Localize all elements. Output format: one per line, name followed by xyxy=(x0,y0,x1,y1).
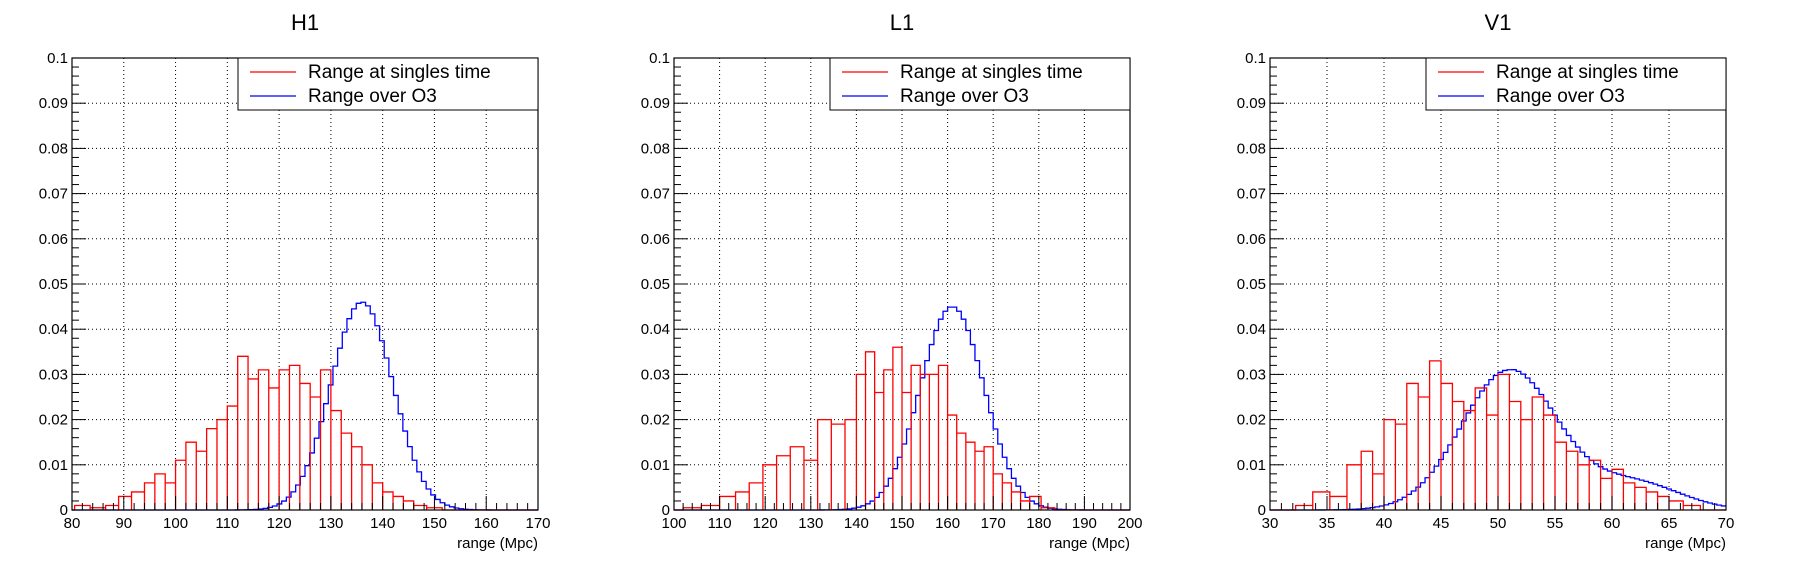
y-tick-label: 0.08 xyxy=(39,140,68,157)
x-tick-label: 35 xyxy=(1319,515,1336,532)
x-axis-label: range (Mpc) xyxy=(457,535,538,552)
y-tick-label: 0.05 xyxy=(1237,276,1266,293)
y-tick-label: 0.07 xyxy=(641,186,670,203)
legend-entry-range-over-o3: Range over O3 xyxy=(1496,86,1625,107)
x-tick-label: 120 xyxy=(753,515,778,532)
y-tick-label: 0.05 xyxy=(641,276,670,293)
x-tick-label: 70 xyxy=(1718,515,1735,532)
chart-title: H1 xyxy=(291,10,319,35)
y-tick-label: 0.06 xyxy=(1237,231,1266,248)
y-tick-label: 0.09 xyxy=(641,95,670,112)
x-tick-label: 110 xyxy=(215,515,239,532)
x-axis-label: range (Mpc) xyxy=(1645,535,1726,552)
x-tick-label: 40 xyxy=(1376,515,1393,532)
legend-entry-range-over-o3: Range over O3 xyxy=(900,86,1029,107)
x-axis-label: range (Mpc) xyxy=(1049,535,1130,552)
legend-box xyxy=(1425,57,1727,111)
x-tick-label: 180 xyxy=(1026,515,1051,532)
chart-title: L1 xyxy=(890,10,914,35)
legend: Range at singles time Range over O3 xyxy=(829,57,1131,111)
x-tick-label: 200 xyxy=(1117,515,1142,532)
x-tick-label: 170 xyxy=(981,515,1006,532)
x-tick-label: 45 xyxy=(1433,515,1450,532)
x-tick-label: 80 xyxy=(64,515,81,532)
x-tick-label: 160 xyxy=(935,515,960,532)
y-tick-label: 0.01 xyxy=(39,457,68,474)
y-tick-label: 0.08 xyxy=(641,140,670,157)
y-tick-label: 0.03 xyxy=(1237,366,1266,383)
legend-box xyxy=(829,57,1131,111)
y-tick-label: 0 xyxy=(1258,502,1266,519)
y-tick-label: 0.04 xyxy=(39,321,68,338)
y-tick-label: 0 xyxy=(60,502,68,519)
x-tick-label: 160 xyxy=(474,515,499,532)
x-tick-label: 90 xyxy=(115,515,132,532)
y-tick-label: 0.06 xyxy=(641,231,670,248)
chart-panel-h1: 80 90 100 110 120 130 140 150 160 170 0 0.01 0.02 0.0… xyxy=(39,10,551,552)
legend-entry-range-over-o3: Range over O3 xyxy=(308,86,437,107)
y-tick-label: 0.02 xyxy=(1237,412,1266,429)
y-tick-label: 0.06 xyxy=(39,231,68,248)
y-tick-label: 0 xyxy=(662,502,670,519)
x-tick-label: 140 xyxy=(844,515,869,532)
x-tick-label: 65 xyxy=(1661,515,1678,532)
plot-area: 30 35 40 45 50 55 60 65 70 0 0.01 0.02 0.03 0.04 0.05 0… xyxy=(1237,50,1735,532)
plot-area: 80 90 100 110 120 130 140 150 160 170 0 0.01 0.02 0.0… xyxy=(39,50,551,532)
y-tick-label: 0.01 xyxy=(1237,457,1266,474)
legend: Range at singles time Range over O3 xyxy=(237,57,539,111)
legend-entry-range-at-singles-time: Range at singles time xyxy=(900,62,1083,83)
x-tick-label: 60 xyxy=(1604,515,1621,532)
y-tick-label: 0.05 xyxy=(39,276,68,293)
chart-title: V1 xyxy=(1485,10,1512,35)
x-tick-label: 55 xyxy=(1547,515,1564,532)
x-tick-label: 100 xyxy=(661,515,686,532)
legend-box xyxy=(237,57,539,111)
x-tick-label: 170 xyxy=(525,515,550,532)
y-tick-label: 0.1 xyxy=(1245,50,1266,67)
series-range-over-o3 xyxy=(1270,369,1726,511)
y-tick-label: 0.09 xyxy=(1237,95,1266,112)
x-tick-label: 130 xyxy=(798,515,823,532)
y-tick-label: 0.04 xyxy=(1237,321,1266,338)
legend-entry-range-at-singles-time: Range at singles time xyxy=(1496,62,1679,83)
y-tick-label: 0.03 xyxy=(39,366,68,383)
x-tick-label: 120 xyxy=(267,515,292,532)
x-tick-label: 100 xyxy=(163,515,188,532)
series-range-at-singles-time xyxy=(1270,360,1726,511)
x-tick-label: 50 xyxy=(1490,515,1507,532)
legend: Range at singles time Range over O3 xyxy=(1425,57,1727,111)
y-tick-label: 0.07 xyxy=(1237,186,1266,203)
y-tick-label: 0.04 xyxy=(641,321,670,338)
series-range-at-singles-time xyxy=(72,355,538,511)
y-tick-label: 0.02 xyxy=(641,412,670,429)
y-tick-label: 0.02 xyxy=(39,412,68,429)
y-tick-label: 0.1 xyxy=(47,50,68,67)
series-range-over-o3 xyxy=(72,301,538,511)
x-tick-label: 110 xyxy=(708,515,732,532)
y-tick-label: 0.08 xyxy=(1237,140,1266,157)
y-tick-label: 0.09 xyxy=(39,95,68,112)
plot-area: 100 110 120 130 140 150 160 170 180 190 200 0 0.01 0.… xyxy=(641,50,1143,532)
y-tick-label: 0.03 xyxy=(641,366,670,383)
y-tick-label: 0.07 xyxy=(39,186,68,203)
x-tick-label: 30 xyxy=(1262,515,1279,532)
x-tick-label: 140 xyxy=(370,515,395,532)
chart-panel-v1: 30 35 40 45 50 55 60 65 70 0 0.01 0.02 0.03 0.04 0.05 0… xyxy=(1237,10,1735,552)
legend-entry-range-at-singles-time: Range at singles time xyxy=(308,62,491,83)
x-tick-label: 150 xyxy=(422,515,447,532)
y-tick-label: 0.01 xyxy=(641,457,670,474)
series-range-at-singles-time xyxy=(674,346,1130,511)
x-tick-label: 150 xyxy=(889,515,914,532)
chart-panel-l1: 100 110 120 130 140 150 160 170 180 190 200 0 0.01 0.… xyxy=(641,10,1143,552)
x-tick-label: 190 xyxy=(1072,515,1097,532)
x-tick-label: 130 xyxy=(318,515,343,532)
y-tick-label: 0.1 xyxy=(649,50,670,67)
